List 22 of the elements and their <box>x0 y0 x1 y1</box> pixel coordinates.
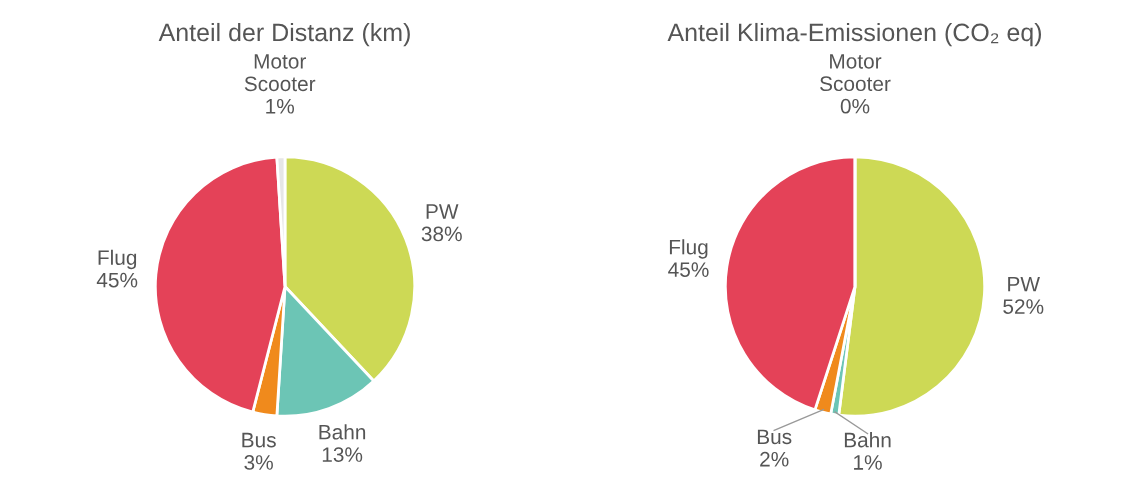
slice-label: PW <box>426 204 459 219</box>
data-label: 1% <box>854 455 882 470</box>
data-label: 1% <box>266 98 295 114</box>
slice-label: PW <box>1008 276 1040 292</box>
chart-title: Anteil Klima-Emissionen (CO₂ eq) <box>667 22 1041 47</box>
data-label: 13% <box>322 447 363 462</box>
slice-label: Bahn <box>844 432 891 448</box>
data-label: 38% <box>421 226 462 242</box>
category-label: Motor Scooter <box>820 54 891 92</box>
slice-label: Bus <box>757 429 792 445</box>
slice-label: Motor Scooter <box>244 54 316 92</box>
chart-title: Anteil der Distanz (km) <box>158 22 410 47</box>
data-label: 45% <box>668 262 709 277</box>
slice-label: Bus <box>242 432 276 448</box>
slice-label: Flug <box>98 249 137 270</box>
text: 0% <box>840 98 870 114</box>
data-label: 3% <box>244 455 273 470</box>
slice-label: Flug <box>669 239 708 259</box>
slice-label: Bahn <box>319 424 366 440</box>
data-label: 52% <box>1003 299 1044 314</box>
data-label: 45% <box>96 272 138 288</box>
data-label: 2% <box>760 451 789 467</box>
